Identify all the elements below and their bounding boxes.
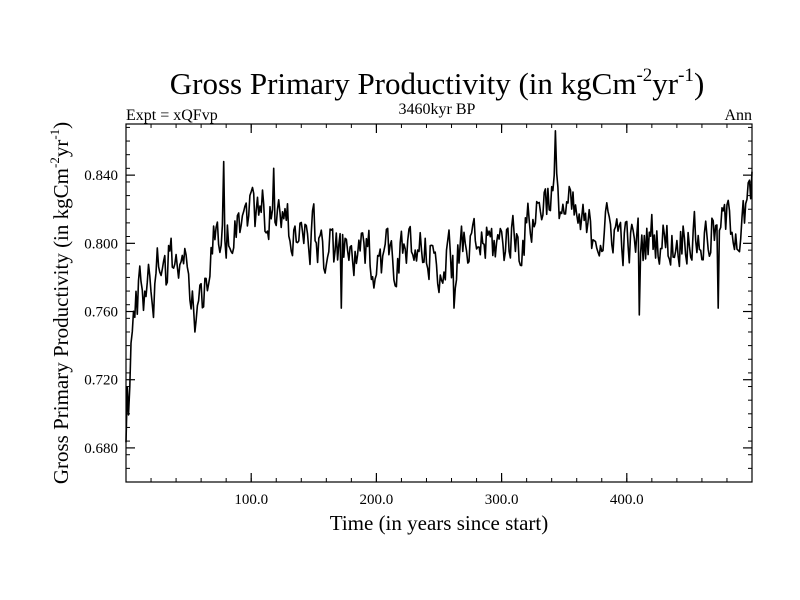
x-tick-label: 400.0 <box>610 492 644 508</box>
y-axis-label-sup1: -2 <box>47 157 62 168</box>
y-tick-label: 0.800 <box>84 236 118 252</box>
chart-title-end: ) <box>694 66 704 101</box>
subtitle-center: 3460kyr BP <box>399 101 476 118</box>
y-axis-label-main: Gross Primary Productivity (in kgCm <box>49 168 73 484</box>
minor-ticks <box>126 124 752 482</box>
chart-title-sup2: -1 <box>678 65 694 86</box>
y-tick-label: 0.840 <box>84 168 118 184</box>
chart-title-mid: yr <box>652 66 679 101</box>
y-tick-label: 0.760 <box>84 305 118 321</box>
subtitle-left: Expt = xQFvp <box>126 107 218 124</box>
subtitle-right: Ann <box>724 107 752 124</box>
y-axis-label-end: ) <box>49 122 73 129</box>
chart-title-sup1: -2 <box>636 65 652 86</box>
x-tick-label: 300.0 <box>485 492 519 508</box>
chart-title: Gross Primary Productivity (in kgCm-2yr-… <box>170 65 705 101</box>
y-tick-label: 0.720 <box>84 373 118 389</box>
y-axis-label-sup2: -1 <box>47 129 62 140</box>
y-tick-label: 0.680 <box>84 441 118 457</box>
y-axis-ticks: 0.680 0.720 0.760 0.800 0.840 <box>84 168 752 457</box>
y-axis-label: Gross Primary Productivity (in kgCm-2yr-… <box>47 122 73 484</box>
series-line-gpp <box>125 130 753 443</box>
x-axis-ticks: 100.0 200.0 300.0 400.0 <box>234 124 644 508</box>
x-tick-label: 100.0 <box>234 492 268 508</box>
chart-title-main: Gross Primary Productivity (in kgCm <box>170 66 637 101</box>
x-axis-label: Time (in years since start) <box>330 511 549 535</box>
plot-frame <box>125 123 753 483</box>
y-axis-label-mid: yr <box>49 140 73 158</box>
x-tick-label: 200.0 <box>360 492 394 508</box>
